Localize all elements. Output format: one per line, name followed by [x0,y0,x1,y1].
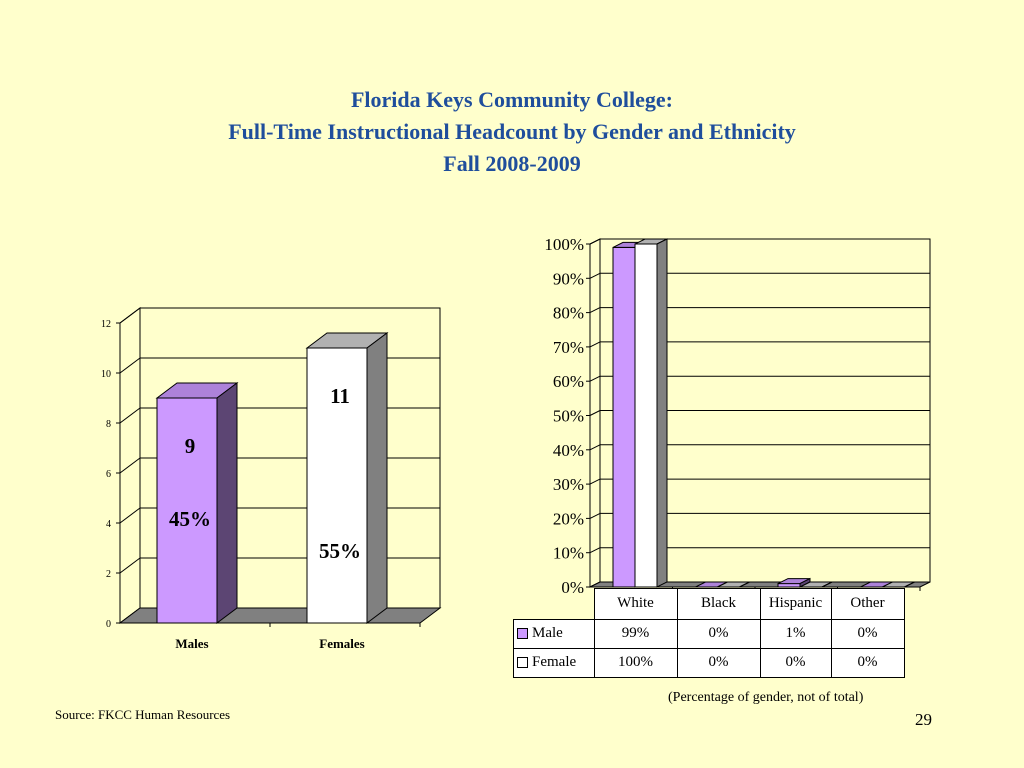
legend-female: Female [513,647,595,678]
y-tick-label: 4 [106,519,111,530]
gridline [589,272,601,279]
gender-headcount-chart: 0 2 4 6 8 10 12 9 45% Males 11 55% Females [101,307,442,651]
page-number: 29 [915,710,932,729]
table-row: Female 100% 0% 0% 0% [513,647,905,678]
y-tick-label: 100% [544,235,584,254]
table-header-cell: White [593,588,678,620]
gridline [589,547,601,554]
y-tick-label: 2 [106,569,111,580]
title-line-1: Florida Keys Community College: [350,87,674,112]
title-line-2: Full-Time Instructional Headcount by Gen… [228,119,796,144]
y-tick-label: 6 [106,469,111,480]
y-tick-label: 12 [101,319,111,330]
table-cell: 0% [759,647,832,678]
table-header-row: White Black Hispanic Other [514,588,905,620]
gridline [119,557,141,574]
bar-males [155,382,239,624]
y-tick-label: 80% [553,304,584,323]
chart-data-table: White Black Hispanic Other Male 99% 0% 1… [513,588,905,678]
y-tick-label: 10% [553,544,584,563]
table-header-cell: Hispanic [759,588,832,620]
table-cell: 0% [830,618,905,649]
bar-female-other [882,581,915,588]
legend-male: Male [513,618,595,649]
y-tick-label: 0% [561,578,584,595]
table-cell: 99% [593,618,678,649]
x-tick-label: Females [319,636,364,651]
bar-female-hispanic [799,581,833,588]
bar-male-hispanic [777,577,811,588]
gridline [589,512,601,519]
footnote: (Percentage of gender, not of total) [668,690,864,705]
table-row: Male 99% 0% 1% 0% [513,618,905,649]
gridline [589,444,601,451]
legend-label-male: Male [532,625,563,641]
data-label-count: 9 [185,434,196,458]
data-label-percent: 45% [169,507,211,531]
y-tick-label: 20% [553,509,584,528]
y-tick-label: 60% [553,372,584,391]
table-cell: 0% [830,647,905,678]
female-swatch [517,657,528,669]
gridline [589,410,601,416]
gridline [589,478,601,485]
legend-label-female: Female [532,654,577,670]
bar-female-white [634,238,668,588]
y-tick-label: 90% [553,269,584,288]
table-header-cell: Other [830,588,905,620]
gridline [119,457,141,474]
male-swatch [517,628,528,640]
gridline [119,357,141,374]
source-note: Source: FKCC Human Resources [55,707,231,722]
ethnicity-percentage-chart: 0% 10% 20% 30% 40% 50% 60% 70% 80% 90% 100% [544,235,931,595]
title-line-3: Fall 2008-2009 [443,151,581,176]
y-tick-label: 40% [553,441,584,460]
table-cell: 0% [676,647,761,678]
y-tick-label: 70% [553,338,584,357]
gridline [589,375,601,382]
table-header-cell: Black [676,588,761,620]
y-tick-label: 30% [553,475,584,494]
gridline [119,407,141,424]
y-tick-label: 50% [553,407,584,426]
gridline [119,307,141,324]
bar-females [305,332,389,624]
table-cell: 1% [759,618,832,649]
gridline [119,507,141,524]
y-tick-label: 0 [106,619,111,630]
y-tick-label: 8 [106,419,111,430]
x-tick-label: Males [175,636,208,651]
y-tick-label: 10 [101,369,111,380]
bar-female-black [717,581,750,588]
gridline [589,341,601,348]
data-label-percent: 55% [319,539,361,563]
table-cell: 100% [593,647,678,678]
gridline [589,238,601,245]
data-label-count: 11 [330,384,350,408]
table-cell: 0% [676,618,761,649]
gridline [589,307,601,314]
